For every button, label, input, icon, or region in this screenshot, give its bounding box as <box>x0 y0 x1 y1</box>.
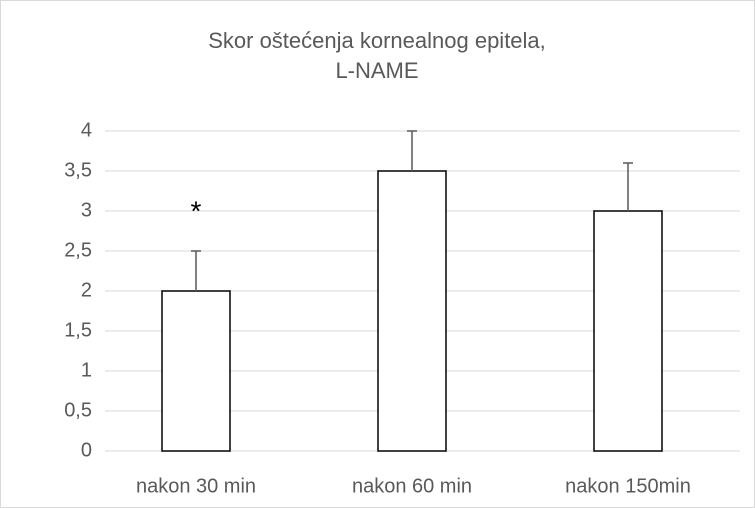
bar <box>161 290 231 452</box>
y-tick-label: 1,5 <box>64 319 92 341</box>
error-bar <box>623 162 633 211</box>
y-tick-label: 3 <box>81 199 92 221</box>
bar <box>377 170 447 452</box>
y-tick-label: 2,5 <box>64 239 92 261</box>
annotation: * <box>191 195 202 226</box>
chart-title: Skor oštećenja kornealnog epitela, <box>208 28 546 53</box>
x-tick-label: nakon 30 min <box>136 475 256 497</box>
chart-title: L-NAME <box>335 58 418 83</box>
y-tick-label: 0 <box>81 439 92 461</box>
bar <box>593 210 663 452</box>
x-tick-label: nakon 60 min <box>352 475 472 497</box>
y-tick-label: 3,5 <box>64 159 92 181</box>
y-tick-label: 4 <box>81 119 92 141</box>
y-tick-label: 0,5 <box>64 399 92 421</box>
y-tick-label: 2 <box>81 279 92 301</box>
error-bar <box>191 250 201 291</box>
x-tick-label: nakon 150min <box>565 475 691 497</box>
error-bar <box>407 130 417 171</box>
y-tick-label: 1 <box>81 359 92 381</box>
